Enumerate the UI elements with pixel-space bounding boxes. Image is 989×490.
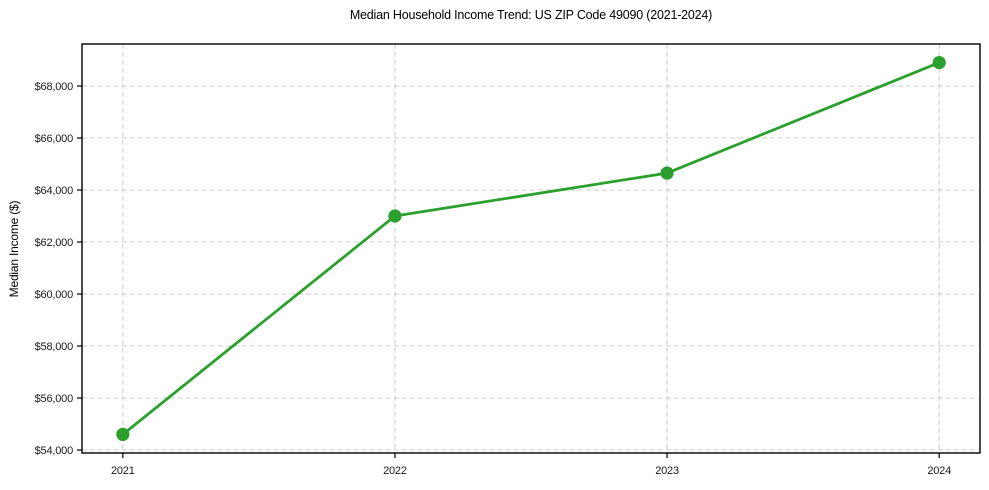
y-tick-label: $54,000 — [35, 445, 73, 457]
y-tick-label: $58,000 — [35, 341, 73, 353]
chart-title: Median Household Income Trend: US ZIP Co… — [349, 8, 713, 22]
y-tick-label: $56,000 — [35, 393, 73, 405]
y-tick-label: $60,000 — [35, 289, 73, 301]
data-point-marker — [660, 166, 674, 180]
x-tick-label: 2023 — [655, 465, 679, 477]
y-tick-label: $62,000 — [35, 237, 73, 249]
y-tick-label: $68,000 — [35, 81, 73, 93]
data-point-marker — [388, 209, 402, 223]
y-tick-label: $66,000 — [35, 133, 73, 145]
data-point-marker — [932, 55, 946, 70]
x-tick-label: 2021 — [111, 465, 135, 477]
trend-line — [121, 61, 941, 436]
data-point-marker — [116, 427, 130, 442]
x-tick-label: 2022 — [383, 465, 407, 477]
x-tick-label: 2024 — [927, 465, 951, 477]
axes-border — [81, 43, 981, 454]
y-tick-label: $64,000 — [35, 185, 73, 197]
